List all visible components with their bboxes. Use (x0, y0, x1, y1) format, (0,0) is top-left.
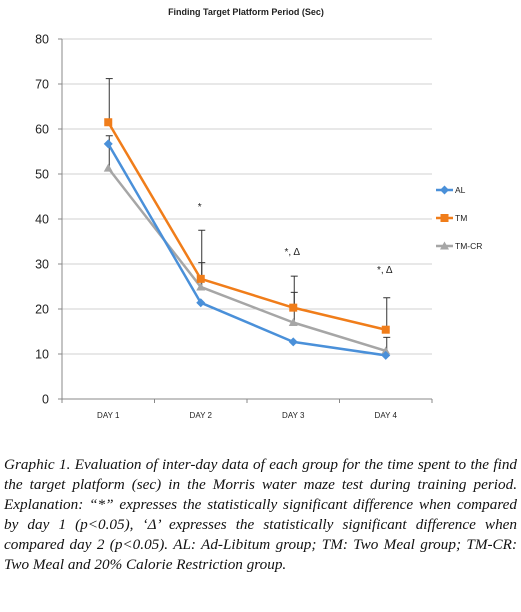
series-line-al (107, 143, 386, 357)
x-tick-label: DAY 2 (190, 411, 213, 420)
data-point-tm (196, 274, 205, 283)
y-tick-label: 0 (42, 393, 49, 407)
series-line-tm (107, 121, 387, 331)
legend-marker-tm-cr (440, 241, 449, 250)
y-tick-label: 60 (35, 123, 49, 137)
chart-title: Finding Target Platform Period (Sec) (168, 7, 324, 17)
data-point-al (103, 139, 113, 149)
data-point-al (381, 350, 391, 360)
error-bars (105, 78, 391, 351)
legend: AL TM TM-CR (436, 185, 482, 251)
data-point-tm (289, 303, 298, 312)
y-tick-label: 20 (35, 303, 49, 317)
significance-mark: *, Δ (284, 247, 300, 258)
data-point-tm (104, 118, 113, 127)
legend-marker-tm (440, 214, 449, 222)
data-point-tm-cr (103, 163, 113, 172)
series (103, 118, 391, 360)
y-tick-label: 30 (35, 258, 49, 272)
significance-annotations: * *, Δ *, Δ (198, 202, 393, 276)
chart: Finding Target Platform Period (Sec) 0 10… (35, 7, 482, 420)
caption-lead: Graphic 1. (4, 456, 71, 473)
data-point-al (196, 298, 206, 308)
data-point-al (288, 337, 298, 347)
legend-marker-al (440, 185, 449, 195)
data-point-tm-cr (381, 346, 391, 355)
x-tick-label: DAY 3 (282, 411, 305, 420)
caption-body: Evaluation of inter-day data of each gro… (4, 456, 518, 573)
series-line-tm-cr (107, 167, 387, 353)
x-tick-label: DAY 1 (97, 411, 120, 420)
y-tick-label: 40 (35, 213, 49, 227)
y-tick-labels: 0 10 20 30 40 50 60 70 80 (35, 33, 49, 407)
y-tick-label: 10 (35, 348, 49, 362)
legend-label-tm-cr: TM-CR (455, 241, 482, 251)
data-point-tm (381, 325, 390, 334)
data-point-tm-cr (196, 282, 206, 291)
x-tick-labels: DAY 1 DAY 2 DAY 3 DAY 4 (97, 411, 397, 420)
legend-label-al: AL (455, 185, 466, 195)
y-tick-label: 50 (35, 168, 49, 182)
y-tick-label: 70 (35, 78, 49, 92)
figure-caption: Graphic 1. Evaluation of inter-day data … (4, 455, 517, 575)
legend-label-tm: TM (455, 213, 467, 223)
significance-mark: * (198, 202, 202, 213)
y-tick-label: 80 (35, 33, 49, 47)
axes (58, 38, 433, 403)
significance-mark: *, Δ (377, 265, 393, 276)
gridlines (62, 38, 432, 355)
data-point-tm-cr (288, 318, 298, 326)
x-tick-label: DAY 4 (375, 411, 398, 420)
